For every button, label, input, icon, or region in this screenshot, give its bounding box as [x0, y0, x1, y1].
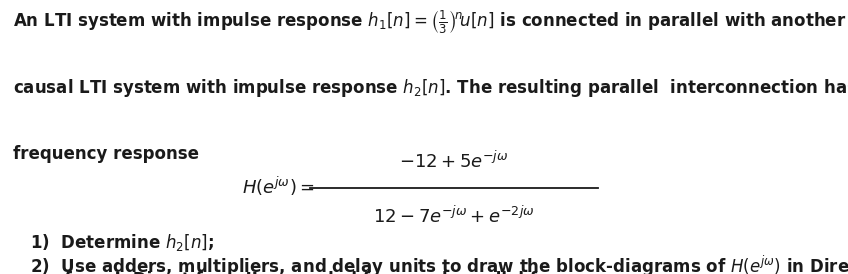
Text: causal LTI system with impulse response $h_2[n]$. The resulting parallel  interc: causal LTI system with impulse response …: [13, 77, 848, 99]
Text: frequency response: frequency response: [13, 145, 198, 163]
Text: $-12 + 5e^{-j\omega}$: $-12 + 5e^{-j\omega}$: [399, 151, 509, 172]
Text: $12 - 7e^{-j\omega} + e^{-2j\omega}$: $12 - 7e^{-j\omega} + e^{-2j\omega}$: [373, 206, 534, 227]
Text: 2)  Use adders, multipliers, and delay units to draw the block-diagrams of $H(e^: 2) Use adders, multipliers, and delay un…: [30, 253, 848, 274]
Text: form I, Direct form II, cascaded form and parallel forms.: form I, Direct form II, cascaded form an…: [30, 271, 590, 274]
Text: An LTI system with impulse response $h_1[n] = \left(\frac{1}{3}\right)^{\!n}\!u[: An LTI system with impulse response $h_1…: [13, 8, 846, 36]
Text: 1)  Determine $h_2[n]$;: 1) Determine $h_2[n]$;: [30, 232, 214, 253]
Text: $H(e^{j\omega}) = $: $H(e^{j\omega}) = $: [242, 175, 315, 198]
